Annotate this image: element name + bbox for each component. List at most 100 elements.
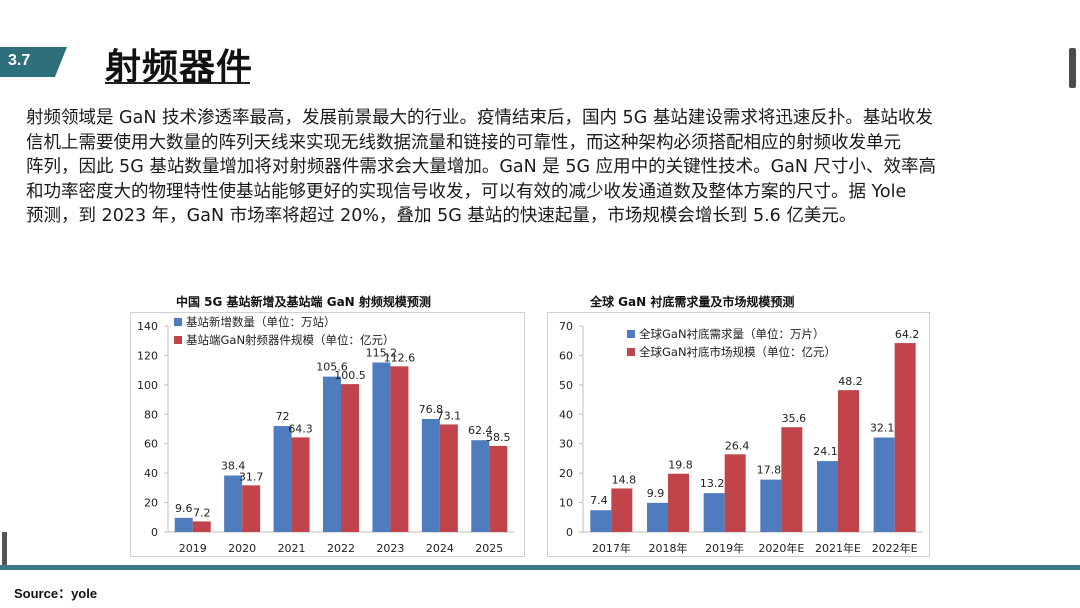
paragraph-line: 阵列，因此 5G 基站数量增加将对射频器件需求会大量增加。GaN 是 5G 应用…: [26, 157, 937, 177]
page-title: 射频器件: [105, 47, 254, 88]
bar-series-2: [611, 488, 633, 532]
title-underline: [105, 82, 250, 84]
chart-frame: [130, 312, 525, 557]
data-label: 9.6: [175, 502, 193, 515]
x-tick-label: 2022年E: [872, 541, 918, 555]
bar-series-2: [668, 473, 689, 532]
paragraph-line: 射频领域是 GaN 技术渗透率最高，发展前景最大的行业。疫情结束后，国内 5G …: [26, 108, 933, 128]
x-tick-label: 2021: [278, 542, 306, 555]
y-tick-label: 60: [559, 349, 573, 362]
data-label: 100.5: [334, 369, 366, 382]
data-label: 112.6: [384, 351, 416, 364]
chart2-title: 全球 GaN 衬底需求量及市场规模预测: [590, 295, 795, 309]
x-tick-label: 2018年: [649, 541, 688, 555]
bar-series-1: [421, 418, 440, 532]
y-tick-label: 60: [144, 438, 158, 451]
y-tick-label: 20: [559, 467, 573, 480]
data-label: 35.6: [782, 412, 807, 425]
data-label: 19.8: [668, 459, 693, 472]
scrollbar-thumb[interactable]: [1069, 48, 1076, 88]
bar-series-2: [341, 384, 359, 532]
data-label: 14.8: [612, 473, 637, 486]
x-tick-label: 2017年: [592, 541, 631, 555]
bar-series-1: [760, 479, 782, 532]
y-tick-label: 40: [144, 467, 158, 480]
y-tick-label: 30: [559, 438, 573, 451]
bar-series-2: [291, 437, 310, 532]
bar-series-2: [894, 343, 916, 532]
bar-series-1: [703, 493, 725, 532]
section-badge: 3.7: [0, 47, 67, 77]
side-marker: [2, 532, 7, 570]
data-label: 24.1: [813, 445, 838, 458]
x-tick-label: 2021年E: [815, 541, 861, 555]
data-label: 58.5: [486, 431, 511, 444]
bar-series-1: [273, 426, 292, 532]
legend-swatch: [174, 318, 182, 326]
bar-series-2: [489, 445, 508, 532]
data-label: 26.4: [725, 439, 750, 452]
data-label: 38.4: [221, 459, 246, 472]
x-tick-label: 2020年E: [758, 541, 804, 555]
data-label: 48.2: [838, 375, 863, 388]
bar-series-2: [192, 521, 211, 532]
y-tick-label: 140: [137, 320, 158, 333]
y-tick-label: 10: [559, 497, 573, 510]
bar-series-2: [838, 390, 859, 532]
bottom-divider: [0, 565, 1080, 570]
data-label: 64.2: [895, 328, 920, 341]
legend-swatch: [627, 330, 635, 338]
y-tick-label: 80: [144, 408, 158, 421]
data-label: 7.2: [193, 506, 211, 519]
bar-series-1: [647, 502, 668, 532]
legend-swatch: [174, 336, 182, 344]
bar-series-1: [224, 475, 243, 532]
data-label: 72: [276, 410, 290, 423]
y-tick-label: 20: [144, 497, 158, 510]
data-label: 31.7: [239, 470, 264, 483]
bar-series-2: [439, 424, 458, 532]
x-tick-label: 2024: [426, 542, 454, 555]
data-label: 17.8: [757, 464, 782, 477]
bar-series-2: [242, 485, 261, 532]
x-tick-label: 2022: [327, 542, 355, 555]
bar-series-1: [372, 362, 391, 532]
chart-2: 0 10 20 30 40 50 60 70 2017年 7.4 14.8 2018年 9.9 19.8 2…: [547, 312, 930, 557]
data-label: 13.2: [700, 477, 725, 490]
bar-series-1: [817, 461, 838, 532]
paragraph-line: 信机上需要使用大数量的阵列天线来实现无线数据流量和链接的可靠性，而这种架构必须搭…: [26, 132, 901, 153]
bar-series-1: [323, 376, 341, 532]
paragraph-line: 和功率密度大的物理特性使基站能够更好的实现信号收发，可以有效的减少收发通道数及整…: [26, 181, 907, 202]
y-tick-label: 50: [559, 379, 573, 392]
x-tick-label: 2023: [376, 542, 404, 555]
y-tick-label: 0: [151, 526, 158, 539]
data-label: 62.4: [468, 424, 493, 437]
bar-series-1: [590, 510, 612, 532]
body-paragraph: 射频领域是 GaN 技术渗透率最高，发展前景最大的行业。疫情结束后，国内 5G …: [26, 106, 1061, 229]
chart-frame: [547, 312, 930, 557]
y-tick-label: 100: [137, 379, 158, 392]
legend-label: 基站端GaN射频器件规模（单位：亿元）: [186, 333, 395, 347]
legend-label: 全球GaN衬底市场规模（单位：亿元）: [639, 345, 836, 359]
y-tick-label: 70: [559, 320, 573, 333]
data-label: 32.1: [870, 422, 895, 435]
y-tick-label: 0: [566, 526, 573, 539]
x-tick-label: 2020: [228, 542, 256, 555]
bar-series-1: [873, 437, 895, 532]
legend-label: 基站新增数量（单位：万站）: [186, 315, 336, 329]
chart1-title: 中国 5G 基站新增及基站端 GaN 射频规模预测: [176, 295, 431, 309]
source-note: Source：yole: [14, 586, 98, 601]
data-label: 7.4: [590, 494, 608, 507]
data-label: 76.8: [419, 403, 444, 416]
legend-swatch: [627, 348, 635, 356]
y-tick-label: 40: [559, 408, 573, 421]
data-label: 73.1: [437, 409, 462, 422]
bar-series-1: [174, 517, 193, 532]
y-tick-label: 120: [137, 349, 158, 362]
x-tick-label: 2025: [475, 542, 503, 555]
paragraph-line: 预测，到 2023 年，GaN 市场率将超过 20%，叠加 5G 基站的快速起量…: [26, 206, 857, 226]
section-number: 3.7: [8, 52, 31, 69]
chart-1: 0 20 40 60 80 100 120 140 2019 9.6 7.2 2020 38.431.7…: [130, 312, 525, 557]
x-tick-label: 2019年: [705, 541, 744, 555]
x-tick-label: 2019: [179, 542, 207, 555]
